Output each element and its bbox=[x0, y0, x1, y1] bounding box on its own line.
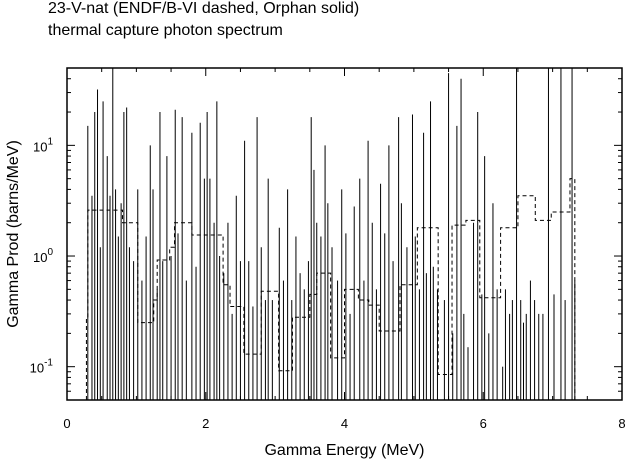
y-tick-base: 10 bbox=[33, 250, 47, 265]
endf-step-line bbox=[85, 178, 576, 400]
y-tick-label: 100 bbox=[33, 247, 53, 265]
y-tick-label: 10-1 bbox=[30, 358, 54, 376]
x-tick-label: 4 bbox=[341, 416, 348, 431]
x-tick-label: 6 bbox=[480, 416, 487, 431]
y-tick-base: 10 bbox=[30, 361, 44, 376]
endf-dashed-series bbox=[85, 178, 576, 400]
chart-title: 23-V-nat (ENDF/B-VI dashed, Orphan solid… bbox=[48, 0, 360, 17]
x-axis-title: Gamma Energy (MeV) bbox=[264, 442, 424, 459]
x-tick-label: 8 bbox=[618, 416, 625, 431]
x-tick-label: 0 bbox=[63, 416, 70, 431]
y-tick-label: 101 bbox=[33, 136, 53, 154]
y-tick-exponent: 0 bbox=[47, 247, 53, 258]
y-tick-exponent: 1 bbox=[47, 136, 53, 147]
chart-subtitle: thermal capture photon spectrum bbox=[48, 22, 283, 39]
axis-ticks bbox=[66, 67, 623, 401]
y-axis-title: Gamma Prod (barns/MeV) bbox=[5, 140, 22, 328]
orphan-solid-series bbox=[87, 68, 576, 400]
y-tick-exponent: -1 bbox=[44, 358, 53, 369]
y-tick-base: 10 bbox=[33, 139, 47, 154]
x-tick-label: 2 bbox=[202, 416, 209, 431]
